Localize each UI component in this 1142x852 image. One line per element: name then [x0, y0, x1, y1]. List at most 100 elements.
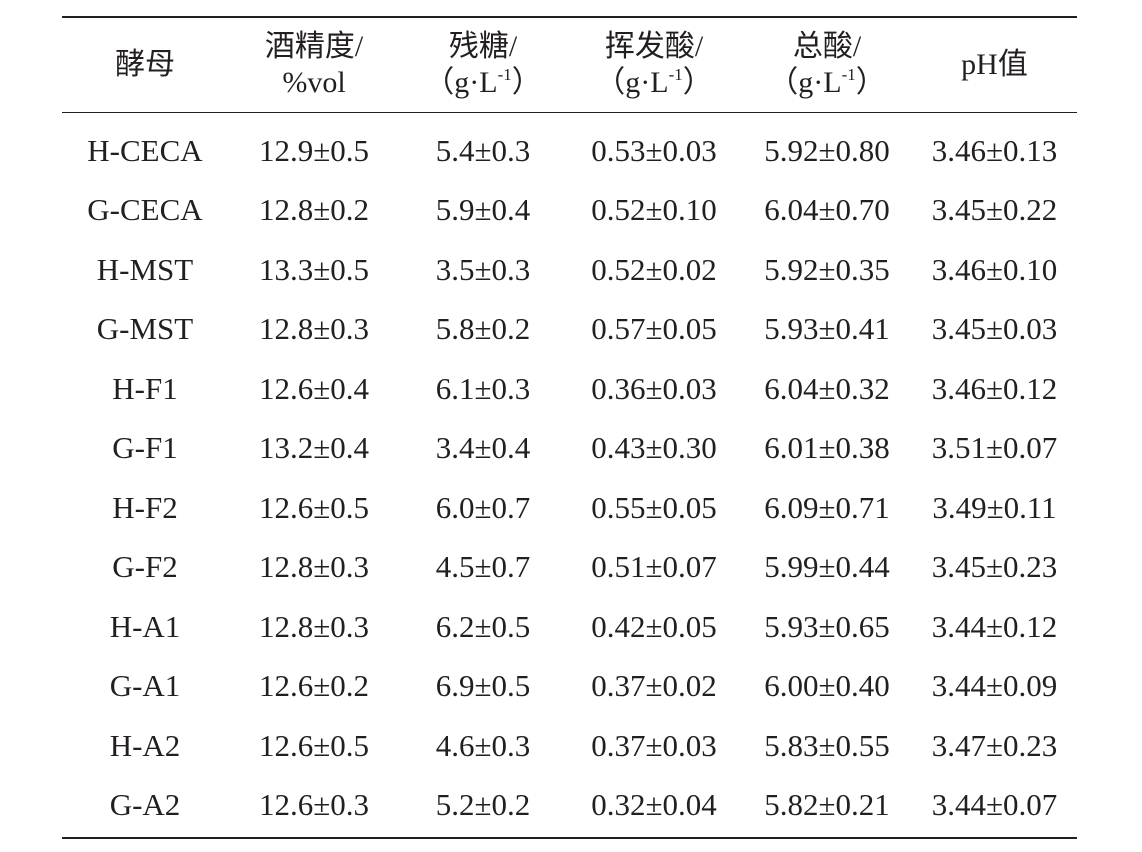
cell-volatile-acid: 0.52±0.10 [591, 192, 717, 228]
table-row: H-MST 13.3±0.5 3.5±0.3 0.52±0.02 5.92±0.35 3.… [62, 240, 1077, 300]
cell-alcohol: 12.8±0.3 [258, 311, 369, 347]
table-row: G-MST 12.8±0.3 5.8±0.2 0.57±0.05 5.93±0.41 3.… [62, 300, 1077, 360]
header-residual-sugar-unit: （g·L-1） [400, 65, 566, 101]
cell-residual-sugar: 6.0±0.7 [435, 489, 531, 525]
header-ph: pH值 [912, 17, 1077, 113]
header-row: 酵母 酒精度/ %vol 残糖/ （g·L-1） 挥发酸/ （g·L-1） 总酸… [62, 17, 1077, 113]
cell-yeast: G-F2 [112, 549, 178, 585]
cell-alcohol: 13.3±0.5 [258, 251, 369, 287]
yeast-fermentation-table: 酵母 酒精度/ %vol 残糖/ （g·L-1） 挥发酸/ （g·L-1） 总酸… [62, 16, 1077, 839]
cell-total-acid: 6.09±0.71 [764, 489, 890, 525]
cell-residual-sugar: 4.6±0.3 [435, 727, 531, 763]
cell-total-acid: 5.92±0.80 [764, 132, 890, 168]
cell-yeast: H-F1 [112, 370, 178, 406]
cell-ph: 3.44±0.09 [931, 668, 1058, 704]
cell-residual-sugar: 6.2±0.5 [435, 608, 531, 644]
cell-volatile-acid: 0.37±0.03 [591, 727, 717, 763]
table-row: H-A1 12.8±0.3 6.2±0.5 0.42±0.05 5.93±0.65 3.4… [62, 597, 1077, 657]
cell-yeast: H-F2 [112, 489, 178, 525]
cell-volatile-acid: 0.51±0.07 [591, 549, 717, 585]
cell-total-acid: 6.00±0.40 [764, 668, 890, 704]
header-residual-sugar-label: 残糖/ [448, 30, 518, 63]
cell-alcohol: 12.6±0.4 [258, 370, 369, 406]
unit-close: ） [855, 66, 886, 99]
cell-ph: 3.45±0.22 [931, 192, 1058, 228]
cell-volatile-acid: 0.57±0.05 [591, 311, 717, 347]
cell-total-acid: 5.93±0.65 [764, 608, 890, 644]
header-volatile-acid-label: 挥发酸/ [604, 30, 704, 63]
cell-alcohol: 12.6±0.3 [258, 787, 369, 823]
cell-residual-sugar: 3.4±0.4 [435, 430, 531, 466]
header-yeast: 酵母 [62, 17, 228, 113]
unit-exponent: -1 [668, 65, 683, 84]
cell-yeast: G-A2 [109, 787, 181, 823]
cell-ph: 3.49±0.11 [932, 489, 1057, 525]
cell-ph: 3.46±0.12 [931, 370, 1058, 406]
cell-volatile-acid: 0.43±0.30 [591, 430, 717, 466]
cell-ph: 3.45±0.23 [931, 549, 1058, 585]
table-row: G-F1 13.2±0.4 3.4±0.4 0.43±0.30 6.01±0.38 3.5… [62, 419, 1077, 479]
cell-ph: 3.44±0.12 [931, 608, 1058, 644]
cell-alcohol: 12.8±0.3 [258, 549, 369, 585]
yeast-fermentation-table-container: 酵母 酒精度/ %vol 残糖/ （g·L-1） 挥发酸/ （g·L-1） 总酸… [62, 16, 1077, 839]
cell-yeast: H-MST [96, 251, 194, 287]
cell-ph: 3.46±0.13 [931, 132, 1058, 168]
header-ph-label: pH值 [961, 48, 1028, 81]
cell-residual-sugar: 5.8±0.2 [435, 311, 531, 347]
cell-residual-sugar: 6.9±0.5 [435, 668, 531, 704]
cell-residual-sugar: 5.9±0.4 [435, 192, 531, 228]
cell-yeast: G-CECA [87, 192, 203, 228]
header-alcohol-unit: %vol [282, 66, 346, 99]
cell-yeast: H-A1 [109, 608, 181, 644]
unit-text: （g·L [595, 66, 669, 99]
cell-residual-sugar: 4.5±0.7 [435, 549, 531, 585]
cell-volatile-acid: 0.37±0.02 [591, 668, 717, 704]
table-row: H-A2 12.6±0.5 4.6±0.3 0.37±0.03 5.83±0.55 3.4… [62, 716, 1077, 776]
cell-alcohol: 12.6±0.5 [258, 727, 369, 763]
cell-yeast: G-MST [96, 311, 194, 347]
cell-residual-sugar: 6.1±0.3 [435, 370, 531, 406]
cell-alcohol: 12.8±0.2 [258, 192, 369, 228]
cell-yeast: G-F1 [112, 430, 178, 466]
unit-text: （g·L [424, 66, 498, 99]
cell-alcohol: 12.6±0.2 [258, 668, 369, 704]
cell-total-acid: 6.04±0.70 [764, 192, 890, 228]
table-row: G-A1 12.6±0.2 6.9±0.5 0.37±0.02 6.00±0.40 3.4… [62, 657, 1077, 717]
unit-text: （g·L [768, 66, 842, 99]
cell-residual-sugar: 5.4±0.3 [435, 132, 531, 168]
header-residual-sugar: 残糖/ （g·L-1） [400, 17, 566, 113]
cell-ph: 3.51±0.07 [931, 430, 1058, 466]
cell-total-acid: 5.82±0.21 [764, 787, 890, 823]
table-row: H-F1 12.6±0.4 6.1±0.3 0.36±0.03 6.04±0.32 3.4… [62, 359, 1077, 419]
cell-ph: 3.44±0.07 [931, 787, 1058, 823]
header-alcohol: 酒精度/ %vol [228, 17, 400, 113]
cell-volatile-acid: 0.36±0.03 [591, 370, 717, 406]
cell-total-acid: 5.83±0.55 [764, 727, 890, 763]
cell-alcohol: 12.6±0.5 [258, 489, 369, 525]
cell-ph: 3.47±0.23 [931, 727, 1058, 763]
table-header: 酵母 酒精度/ %vol 残糖/ （g·L-1） 挥发酸/ （g·L-1） 总酸… [62, 17, 1077, 113]
cell-yeast: H-A2 [109, 727, 181, 763]
header-total-acid: 总酸/ （g·L-1） [742, 17, 912, 113]
header-total-acid-label: 总酸/ [792, 30, 862, 63]
cell-volatile-acid: 0.52±0.02 [591, 251, 717, 287]
cell-volatile-acid: 0.42±0.05 [591, 608, 717, 644]
cell-alcohol: 12.9±0.5 [258, 132, 369, 168]
unit-close: ） [511, 66, 542, 99]
cell-yeast: H-CECA [87, 132, 203, 168]
cell-residual-sugar: 3.5±0.3 [435, 251, 531, 287]
cell-total-acid: 5.92±0.35 [764, 251, 890, 287]
cell-volatile-acid: 0.53±0.03 [591, 132, 717, 168]
cell-alcohol: 12.8±0.3 [258, 608, 369, 644]
table-row: H-CECA 12.9±0.5 5.4±0.3 0.53±0.03 5.92±0.80 3… [62, 113, 1077, 181]
cell-ph: 3.46±0.10 [931, 251, 1058, 287]
table-row: G-CECA 12.8±0.2 5.9±0.4 0.52±0.10 6.04±0.70 3… [62, 181, 1077, 241]
header-yeast-label: 酵母 [115, 48, 175, 81]
unit-exponent: -1 [841, 65, 856, 84]
cell-total-acid: 5.99±0.44 [764, 549, 890, 585]
cell-total-acid: 6.04±0.32 [764, 370, 890, 406]
table-row: G-F2 12.8±0.3 4.5±0.7 0.51±0.07 5.99±0.44 3.4… [62, 538, 1077, 598]
unit-exponent: -1 [497, 65, 512, 84]
header-volatile-acid: 挥发酸/ （g·L-1） [566, 17, 742, 113]
cell-residual-sugar: 5.2±0.2 [435, 787, 531, 823]
